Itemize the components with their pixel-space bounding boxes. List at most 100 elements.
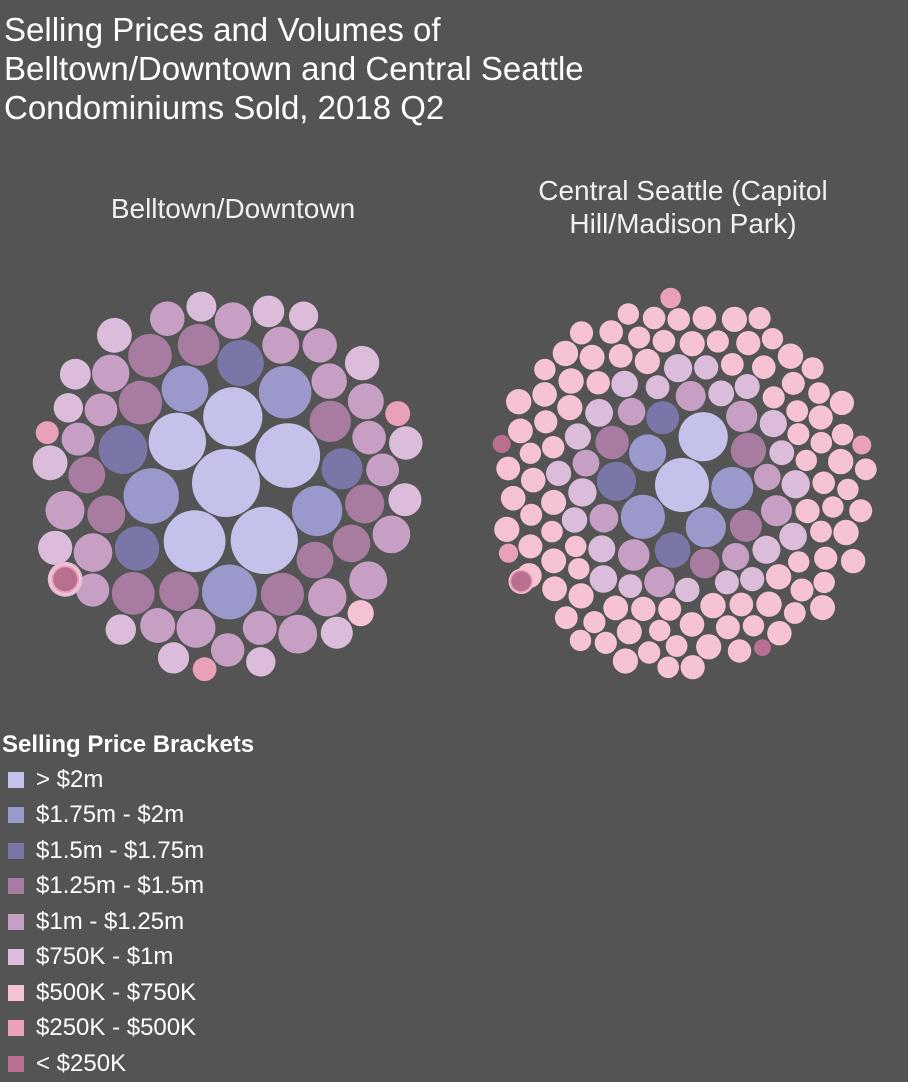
bubble-500k-750k[interactable] <box>520 503 543 526</box>
bubble-500k-750k[interactable] <box>715 615 740 640</box>
bubble-500k-750k[interactable] <box>554 606 578 630</box>
bubble-500k-750k[interactable] <box>568 558 590 580</box>
bubble-500k-750k[interactable] <box>833 519 859 546</box>
bubble-750k-1m[interactable] <box>781 470 810 499</box>
bubble-250k[interactable] <box>53 567 78 592</box>
bubble-500k-750k[interactable] <box>721 306 748 332</box>
bubble-1-5m-1-75m[interactable] <box>217 339 264 387</box>
bubble-750k-1m[interactable] <box>585 399 613 427</box>
bubble-500k-750k[interactable] <box>628 326 651 349</box>
bubble-1-5m-1-75m[interactable] <box>646 401 680 435</box>
legend-item[interactable]: < $250K <box>2 1046 402 1082</box>
bubble-500k-750k[interactable] <box>565 535 587 558</box>
bubble-500k-750k[interactable] <box>612 648 639 674</box>
bubble-1-75m-2m[interactable] <box>685 507 726 548</box>
bubble-500k-750k[interactable] <box>541 489 567 515</box>
bubble-1-25m-1-5m[interactable] <box>177 323 220 366</box>
bubble-1m-1-25m[interactable] <box>618 539 650 571</box>
bubble-750k-1m[interactable] <box>618 574 643 598</box>
bubble-1m-1-25m[interactable] <box>675 381 706 411</box>
bubble-500k-750k[interactable] <box>500 485 526 511</box>
bubble-1-25m-1-5m[interactable] <box>260 572 304 617</box>
bubble-1-5m-1-75m[interactable] <box>596 461 637 501</box>
bubble-1-5m-1-75m[interactable] <box>98 425 148 474</box>
bubble-750k-1m[interactable] <box>546 460 572 486</box>
bubble-500k-750k[interactable] <box>519 442 542 464</box>
bubble-500k-750k[interactable] <box>542 436 565 459</box>
bubble-500k-750k[interactable] <box>541 520 563 543</box>
bubble-500k-750k[interactable] <box>579 344 605 370</box>
bubble-250k-500k[interactable] <box>385 401 411 427</box>
bubble-1m-1-25m[interactable] <box>150 301 185 337</box>
bubble-1-25m-1-5m[interactable] <box>118 380 163 425</box>
bubble-500k-750k[interactable] <box>569 629 592 652</box>
legend-item[interactable]: $750K - $1m <box>2 940 402 976</box>
bubble-1m-1-25m[interactable] <box>589 503 619 533</box>
bubble-750k-1m[interactable] <box>645 375 670 400</box>
bubble-2m[interactable] <box>678 412 728 462</box>
legend-item[interactable]: $250K - $500K <box>2 1011 402 1047</box>
bubble-750k-1m[interactable] <box>561 507 588 533</box>
bubble-750k-1m[interactable] <box>97 317 132 353</box>
bubble-750k-1m[interactable] <box>611 370 638 398</box>
bubble-1m-1-25m[interactable] <box>754 463 781 491</box>
bubble-500k-750k[interactable] <box>831 423 854 446</box>
bubble-500k-750k[interactable] <box>557 395 583 421</box>
bubble-500k-750k[interactable] <box>828 448 854 475</box>
bubble-500k-750k[interactable] <box>849 499 873 523</box>
legend-item[interactable]: $1.25m - $1.5m <box>2 869 402 905</box>
bubble-500k-750k[interactable] <box>808 382 830 404</box>
bubble-2m[interactable] <box>203 387 263 447</box>
bubble-500k-750k[interactable] <box>541 548 567 574</box>
bubble-2m[interactable] <box>655 458 709 512</box>
bubble-1-75m-2m[interactable] <box>202 564 257 620</box>
legend-item[interactable]: $1.5m - $1.75m <box>2 833 402 869</box>
bubble-500k-750k[interactable] <box>762 386 785 409</box>
bubble-500k-750k[interactable] <box>756 591 782 617</box>
bubble-500k-750k[interactable] <box>810 595 835 621</box>
bubble-500k-750k[interactable] <box>631 596 656 622</box>
bubble-1m-1-25m[interactable] <box>347 383 384 420</box>
bubble-1-25m-1-5m[interactable] <box>595 425 629 460</box>
bubble-500k-750k[interactable] <box>569 321 594 345</box>
legend-item[interactable]: $1.75m - $2m <box>2 798 402 834</box>
bubble-500k-750k[interactable] <box>729 592 754 617</box>
bubble-500k-750k[interactable] <box>736 331 761 356</box>
bubble-1m-1-25m[interactable] <box>262 326 300 364</box>
bubble-500k-750k[interactable] <box>679 612 705 637</box>
bubble-500k-750k[interactable] <box>706 330 729 353</box>
bubble-1-75m-2m[interactable] <box>161 365 209 413</box>
bubble-1m-1-25m[interactable] <box>311 363 347 399</box>
bubble-250k-500k[interactable] <box>192 657 217 682</box>
bubble-1-25m-1-5m[interactable] <box>309 400 351 443</box>
bubble-500k-750k[interactable] <box>748 307 771 330</box>
bubble-500k-750k[interactable] <box>665 635 688 657</box>
bubble-1m-1-25m[interactable] <box>644 566 675 598</box>
bubble-500k-750k[interactable] <box>534 410 558 434</box>
bubble-500k-750k[interactable] <box>649 619 671 642</box>
bubble-2m[interactable] <box>148 412 206 471</box>
bubble-500k-750k[interactable] <box>752 355 776 380</box>
bubble-500k-750k[interactable] <box>616 619 642 645</box>
bubble-750k-1m[interactable] <box>157 642 190 674</box>
bubble-1m-1-25m[interactable] <box>278 614 318 654</box>
bubble-250k[interactable] <box>511 571 532 592</box>
bubble-500k-750k[interactable] <box>822 496 844 518</box>
bubble-500k-750k[interactable] <box>608 344 633 368</box>
bubble-2m[interactable] <box>192 449 260 517</box>
bubble-500k-750k[interactable] <box>637 641 661 664</box>
bubble-500k-750k[interactable] <box>761 328 784 350</box>
bubble-1-75m-2m[interactable] <box>620 494 666 539</box>
bubble-1-25m-1-5m[interactable] <box>159 571 199 612</box>
bubble-1m-1-25m[interactable] <box>372 515 411 554</box>
bubble-1m-1-25m[interactable] <box>92 354 130 392</box>
bubble-500k-750k[interactable] <box>700 592 726 619</box>
bubble-500k-750k[interactable] <box>814 546 838 570</box>
bubble-1-75m-2m[interactable] <box>711 466 754 509</box>
bubble-250k-500k[interactable] <box>660 287 681 309</box>
bubble-250k-500k[interactable] <box>852 435 872 455</box>
bubble-500k-750k[interactable] <box>692 306 717 330</box>
bubble-1-25m-1-5m[interactable] <box>730 432 767 468</box>
bubble-500k-750k[interactable] <box>777 343 804 369</box>
bubble-500k-750k[interactable] <box>532 382 557 407</box>
